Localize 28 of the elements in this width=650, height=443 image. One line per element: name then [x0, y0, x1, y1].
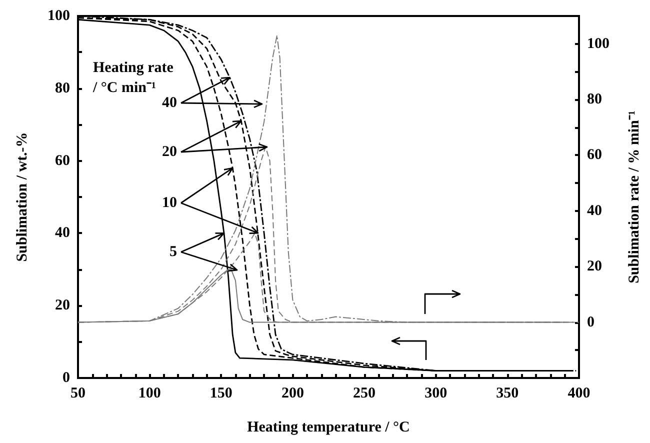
x-tick-label: 150: [210, 386, 232, 402]
x-tick-label: 250: [353, 386, 376, 402]
annotation: 20: [161, 143, 177, 162]
y2-tick-label: 80: [587, 92, 602, 108]
x-tick-label: 400: [568, 386, 590, 402]
annotation: 40: [161, 94, 177, 113]
annotation: Heating rate / °C min⁻¹: [93, 60, 174, 96]
x-tick-label: 350: [496, 386, 519, 402]
y-axis-title: Sublimation / wt.-%: [14, 132, 30, 262]
y-tick-label: 100: [48, 8, 70, 24]
x-tick-label: 300: [424, 386, 448, 402]
y2-tick-label: 100: [587, 36, 610, 52]
y-tick-label: 0: [62, 370, 70, 386]
y2-tick-label: 40: [587, 202, 602, 219]
x-tick-label: 200: [281, 386, 304, 402]
y-tick-label: 60: [55, 152, 70, 169]
y2-tick-label: 20: [587, 258, 602, 275]
y-tick-label: 20: [55, 298, 70, 314]
annotation: 10: [161, 194, 177, 213]
x-tick-label: 100: [138, 386, 161, 402]
annotation: 5: [168, 243, 177, 262]
y-tick-label: 40: [55, 225, 70, 242]
y-tick-label: 80: [55, 80, 70, 96]
y2-tick-label: 0: [587, 314, 594, 330]
x-axis-title: Heating temperature / °C: [247, 420, 410, 436]
y2-axis-title: Sublimation rate / % min⁻¹: [626, 110, 642, 284]
y2-tick-label: 60: [587, 147, 602, 164]
x-tick-label: 50: [70, 386, 86, 402]
